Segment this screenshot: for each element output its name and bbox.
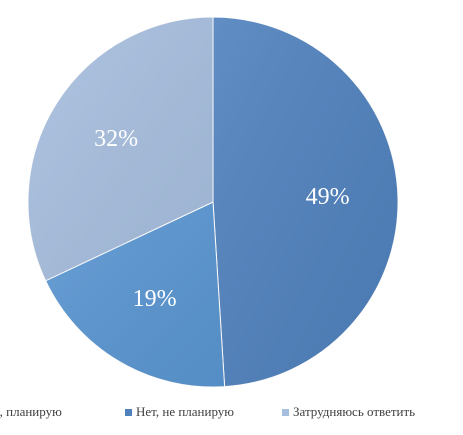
legend-label-no: Нет, не планирую [136,404,235,419]
legend-label-undecided: Затрудняюсь ответить [293,404,416,419]
slice-yes-label: 19% [133,286,177,312]
pie-slices [27,16,399,388]
legend: Да, планирую Нет, не планирую Затрудняюс… [0,401,463,423]
legend-item-no: Нет, не планирую [125,401,234,423]
legend-label-yes: Да, планирую [0,404,62,419]
legend-swatch-no [125,408,132,416]
slice-no-shading [213,17,398,387]
slice-undecided-shading [27,17,213,281]
slice-no-label: 49% [306,184,350,210]
pie-data-labels: 49% 19% 32% [94,126,349,312]
legend-swatch-undecided [282,408,289,416]
slice-yes-shading [45,202,225,387]
legend-item-yes: Да, планирую [0,401,62,423]
slice-undecided-label: 32% [94,126,138,152]
legend-item-undecided: Затрудняюсь ответить [282,401,415,423]
